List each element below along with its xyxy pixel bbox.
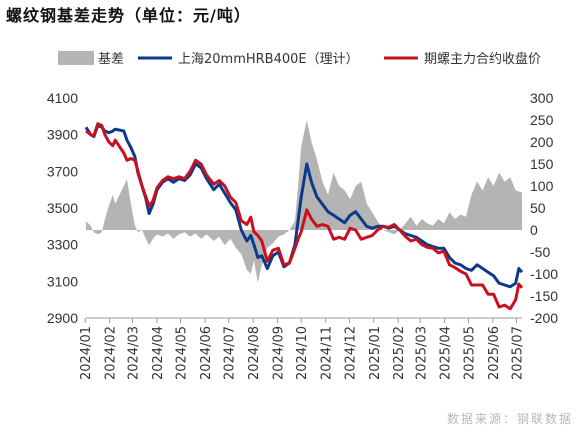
source-note: 数据来源：钢联数据 — [446, 412, 573, 426]
y-right-tick-label: 150 — [530, 156, 554, 172]
y-left-tick-label: 3900 — [47, 127, 78, 143]
y-right-tick-label: -200 — [530, 310, 558, 326]
axes: 2900 3100 3300 3500 3700 3900 4100 -200 -150 -100… — [47, 90, 558, 380]
x-tick-label: 2024/01 — [79, 326, 94, 380]
series-area-basis — [86, 120, 522, 283]
x-tick-label: 2024/10 — [295, 326, 310, 380]
x-tick-label: 2025/01 — [368, 326, 383, 380]
legend: 基差 上海20mmHRB400E（理计） 期螺主力合约收盘价 — [58, 51, 541, 67]
x-tick-label: 2025/03 — [414, 326, 429, 380]
y-left-tick-label: 2900 — [47, 310, 78, 326]
legend-label-spot-price: 上海20mmHRB400E（理计） — [178, 52, 359, 67]
x-tick-label: 2025/02 — [392, 326, 407, 380]
x-tick-label: 2024/11 — [320, 326, 335, 380]
y-left-tick-label: 3100 — [47, 273, 78, 289]
y-left-tick-label: 3300 — [47, 237, 78, 253]
x-tick-label: 2024/02 — [104, 326, 119, 380]
x-tick-label: 2025/06 — [487, 326, 502, 380]
x-tick-label: 2024/06 — [199, 326, 214, 380]
y-left-tick-label: 4100 — [47, 90, 78, 106]
y-right-tick-label: 0 — [530, 222, 538, 238]
x-tick-label: 2025/07 — [510, 326, 525, 380]
y-right-tick-label: 250 — [530, 112, 554, 128]
y-right-tick-label: 300 — [530, 90, 554, 106]
x-tick-label: 2024/04 — [151, 326, 166, 380]
y-right-tick-label: -150 — [530, 288, 558, 304]
y-right-tick-label: 200 — [530, 134, 554, 150]
x-tick-label: 2024/08 — [247, 326, 262, 380]
x-tick-label: 2024/07 — [223, 326, 238, 380]
series-line-futures-price — [85, 122, 524, 311]
legend-label-basis: 基差 — [98, 52, 124, 67]
y-left-tick-label: 3700 — [47, 163, 78, 179]
legend-swatch-basis — [58, 51, 94, 65]
legend-label-futures-price: 期螺主力合约收盘价 — [424, 51, 541, 67]
y-right-tick-label: 50 — [530, 200, 546, 216]
x-tick-label: 2024/12 — [343, 326, 358, 380]
x-tick-label: 2024/05 — [175, 326, 190, 380]
y-right-tick-label: 100 — [530, 178, 554, 194]
y-right-tick-label: -50 — [530, 244, 550, 260]
x-tick-label: 2025/05 — [462, 326, 477, 380]
y-right-tick-label: -100 — [530, 266, 558, 282]
x-tick-label: 2024/09 — [272, 326, 287, 380]
plot-area — [84, 120, 524, 311]
y-left-tick-label: 3500 — [47, 200, 78, 216]
x-tick-label: 2025/04 — [439, 326, 454, 380]
chart-title: 螺纹钢基差走势（单位：元/吨） — [6, 6, 251, 25]
x-tick-label: 2024/03 — [127, 326, 142, 380]
